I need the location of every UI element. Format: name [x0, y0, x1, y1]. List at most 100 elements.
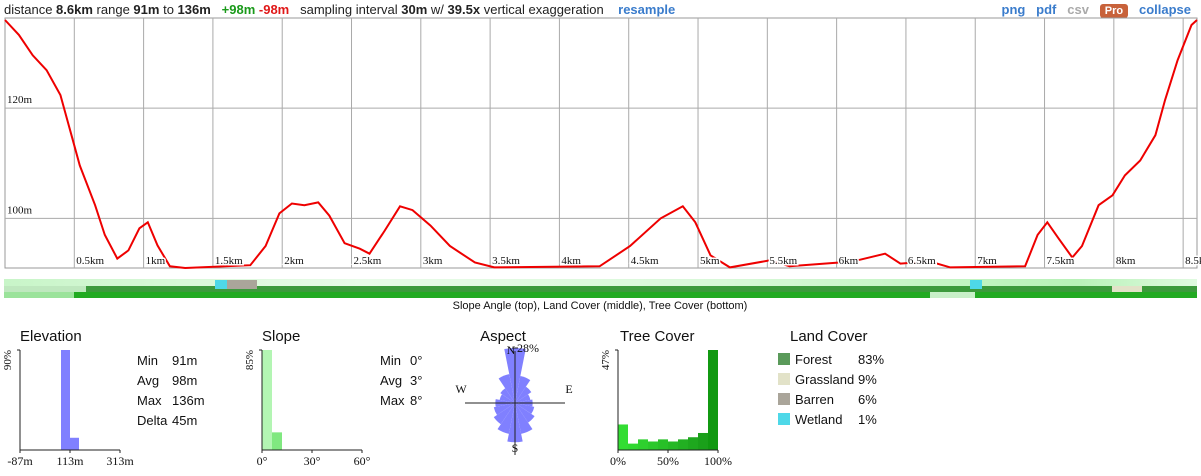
x-tick-label: 4km — [561, 255, 581, 267]
petal — [515, 394, 531, 403]
bar — [61, 350, 70, 450]
x-tick-label: 7km — [977, 255, 997, 267]
stat-label: Avg — [380, 373, 402, 388]
x-tick-label: 2km — [284, 255, 304, 267]
barren-patch — [227, 280, 257, 289]
land-cover-strip — [4, 286, 1197, 292]
direction-label: S — [512, 441, 519, 455]
stat-value: 45m — [172, 413, 197, 428]
text: to — [163, 2, 174, 17]
stat-label: Min — [137, 353, 158, 368]
swatch — [778, 393, 790, 405]
x-tick-label: 30° — [304, 454, 321, 468]
legend-value: 1% — [858, 412, 877, 427]
chart-title: Tree Cover — [620, 328, 694, 345]
x-tick-label: 0% — [610, 454, 626, 468]
slope-strip — [4, 279, 1197, 286]
loss: -98m — [258, 2, 290, 17]
stat-value: 0° — [410, 353, 422, 368]
x-tick-label: -87m — [7, 454, 33, 468]
x-tick-label: 6.5km — [908, 255, 936, 267]
x-tick-label: 60° — [354, 454, 371, 468]
x-tick-label: 5km — [700, 255, 720, 267]
petal — [497, 403, 515, 434]
x-tick-label: 8.5km — [1185, 255, 1201, 267]
stat-value: 98m — [172, 373, 197, 388]
bar — [628, 443, 638, 450]
text: w/ — [430, 2, 444, 17]
x-tick-label: 4.5km — [631, 255, 659, 267]
x-tick-label: 3.5km — [492, 255, 520, 267]
x-tick-label: 0° — [257, 454, 268, 468]
wetland-patch — [215, 280, 227, 289]
collapse-link[interactable]: collapse — [1138, 2, 1191, 17]
stat-label: Avg — [137, 373, 159, 388]
legend-value: 6% — [858, 392, 877, 407]
y-tick-label: 100m — [7, 204, 33, 216]
stat-value: 91m — [172, 353, 197, 368]
petal — [515, 403, 533, 434]
value: 8.6km — [56, 2, 93, 17]
resample-link[interactable]: resample — [618, 2, 676, 17]
petal — [493, 403, 515, 425]
text: vertical exaggeration — [483, 2, 604, 17]
petal — [499, 394, 515, 403]
bar — [618, 424, 628, 450]
value: 30m — [401, 2, 428, 17]
stat-label: Max — [137, 393, 162, 408]
x-tick-label: 5.5km — [769, 255, 797, 267]
bar — [698, 432, 708, 450]
x-tick-label: 100% — [704, 454, 732, 468]
x-tick-label: 2.5km — [354, 255, 382, 267]
y-tick-label: 85% — [244, 350, 256, 370]
pdf-link[interactable]: pdf — [1036, 2, 1057, 17]
x-tick-label: 0.5km — [76, 255, 104, 267]
petal — [500, 388, 515, 403]
grass-patch — [1112, 286, 1142, 292]
chart-title: Slope — [262, 328, 300, 345]
x-tick-label: 313m — [106, 454, 134, 468]
tree-cover-strip — [4, 292, 74, 298]
bar — [70, 437, 79, 450]
stat-label: Min — [380, 353, 401, 368]
stat-label: Delta — [137, 413, 168, 428]
value: 136m — [177, 2, 211, 17]
petal — [515, 403, 535, 423]
bar — [272, 432, 282, 450]
value: 91m — [133, 2, 160, 17]
csv-link[interactable]: csv — [1067, 2, 1089, 17]
y-tick-label: 120m — [7, 94, 33, 106]
swatch — [778, 373, 790, 385]
wetland-patch — [970, 280, 982, 289]
x-tick-label: 7.5km — [1047, 255, 1075, 267]
links: png pdf csv Pro collapse — [1001, 2, 1191, 18]
x-tick-label: 50% — [657, 454, 679, 468]
legend-label: Wetland — [795, 412, 842, 427]
r-tick-label: 28% — [517, 341, 539, 355]
bar — [668, 441, 678, 450]
bar — [708, 350, 718, 450]
x-tick-label: 8km — [1116, 255, 1136, 267]
direction-label: N — [507, 343, 516, 357]
bar — [678, 439, 688, 450]
chart-title: Aspect — [480, 328, 527, 345]
x-tick-label: 1.5km — [215, 255, 243, 267]
petal — [515, 386, 532, 403]
text: sampling interval — [300, 2, 398, 17]
y-tick-label: 47% — [600, 350, 612, 370]
x-tick-label: 1km — [146, 255, 166, 267]
pro-badge[interactable]: Pro — [1099, 4, 1129, 18]
petal — [493, 403, 515, 416]
y-tick-label: 90% — [2, 350, 14, 370]
swatch — [778, 353, 790, 365]
bar — [638, 439, 648, 450]
tree-cover-strip — [4, 292, 1197, 298]
strip-caption: Slope Angle (top), Land Cover (middle), … — [453, 300, 748, 312]
gain: +98m — [221, 2, 256, 17]
text: range — [96, 2, 130, 17]
stat-value: 3° — [410, 373, 422, 388]
legend-label: Barren — [795, 392, 834, 407]
stat-value: 8° — [410, 393, 422, 408]
png-link[interactable]: png — [1001, 2, 1026, 17]
